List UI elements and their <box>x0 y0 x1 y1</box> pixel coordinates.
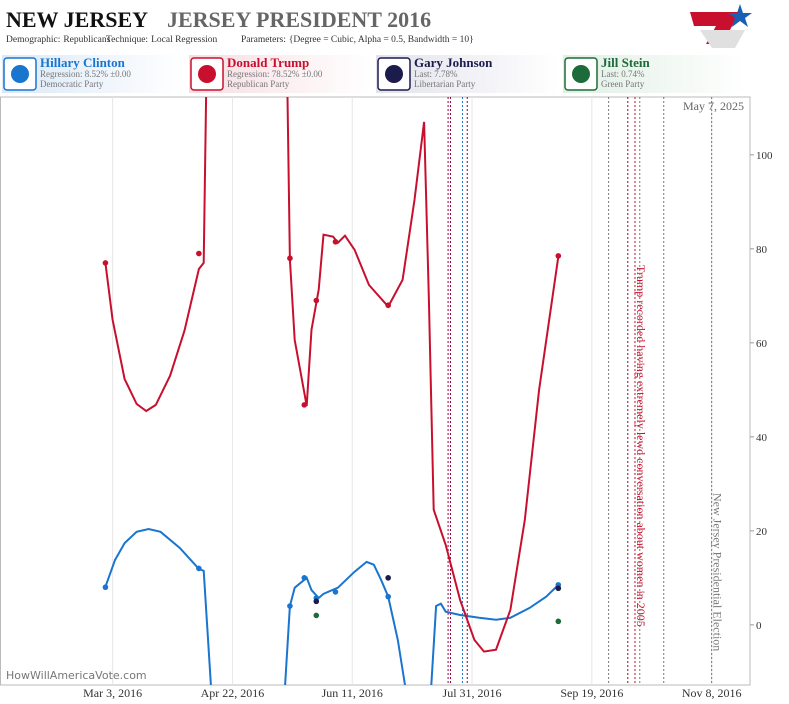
parameter-label: Demographic: <box>6 35 60 45</box>
watermark: HowWillAmericaVote.com <box>6 669 147 682</box>
parameter-value: {Degree = Cubic, Alpha = 0.5, Bandwidth … <box>289 35 474 45</box>
parameter-label: Technique: <box>106 35 148 45</box>
legend-party: Libertarian Party <box>414 79 476 89</box>
poll-point <box>313 598 320 605</box>
logo-stripe <box>700 30 745 48</box>
legend-icon-mark <box>572 65 590 83</box>
poll-point <box>313 297 320 304</box>
poll-point <box>287 255 293 262</box>
legend-icon-mark <box>198 65 216 83</box>
x-tick-label: Sep 19, 2016 <box>560 686 623 700</box>
parameter-value: Republicans <box>63 35 110 45</box>
legend-stat: Last: 0.74% <box>601 69 645 79</box>
parameter: Technique: Local Regression <box>106 35 218 45</box>
x-tick-label: Apr 22, 2016 <box>201 686 265 700</box>
y-tick-label: 60 <box>756 338 768 350</box>
legend-party: Democratic Party <box>40 79 104 89</box>
race-title: JERSEY PRESIDENT 2016 <box>167 7 431 32</box>
poll-point <box>313 612 320 619</box>
y-tick-label: 0 <box>756 620 762 632</box>
legend-icon-mark <box>385 65 403 83</box>
poll-point <box>332 238 339 245</box>
x-tick-label: Jun 11, 2016 <box>322 686 383 700</box>
parameter: Demographic: Republicans <box>6 35 111 45</box>
legend-name: Jill Stein <box>601 55 651 70</box>
poll-point <box>555 618 562 625</box>
poll-point <box>385 593 391 600</box>
legend-name: Gary Johnson <box>414 55 493 70</box>
parameter-value: Local Regression <box>151 35 217 45</box>
poll-point <box>332 589 339 595</box>
x-tick-label: Jul 31, 2016 <box>443 686 502 700</box>
legend-party: Green Party <box>601 79 645 89</box>
legend-stat: Last: 7.78% <box>414 69 458 79</box>
legend-stat: Regression: 8.52% ±0.00 <box>40 69 131 79</box>
legend-icon-mark <box>11 65 29 83</box>
poll-point <box>196 565 202 572</box>
poll-point <box>385 575 391 581</box>
y-tick-label: 80 <box>756 244 768 256</box>
state-title: NEW JERSEY <box>6 7 148 32</box>
poll-point <box>102 260 109 266</box>
event-label: New Jersey Presidential Election <box>711 493 725 651</box>
legend-name: Donald Trump <box>227 55 309 70</box>
y-tick-label: 100 <box>756 150 773 162</box>
poll-point <box>196 250 202 257</box>
x-tick-label: Nov 8, 2016 <box>682 686 742 700</box>
poll-point <box>301 575 308 581</box>
poll-point <box>287 603 293 609</box>
legend-stat: Regression: 78.52% ±0.00 <box>227 69 323 79</box>
poll-point <box>102 584 109 591</box>
poll-point <box>301 402 308 408</box>
series-line <box>104 527 559 685</box>
parameter-label: Parameters: <box>241 35 286 45</box>
event-label: Trump recorded having extremely lewd con… <box>634 265 648 627</box>
legend-name: Hillary Clinton <box>40 55 126 70</box>
y-tick-label: 40 <box>756 432 768 444</box>
series-line <box>104 97 560 653</box>
poll-point <box>555 253 562 259</box>
legend-party: Republican Party <box>227 79 290 89</box>
poll-point <box>385 302 391 309</box>
x-tick-label: Mar 3, 2016 <box>83 686 142 700</box>
date-stamp: May 7, 2025 <box>683 99 744 113</box>
poll-point <box>555 585 562 592</box>
logo-stripe <box>690 12 740 44</box>
logo-star <box>728 4 752 27</box>
parameter: Parameters: {Degree = Cubic, Alpha = 0.5,… <box>241 35 474 45</box>
plot-frame <box>0 96 751 686</box>
y-tick-label: 20 <box>756 526 768 538</box>
logo <box>690 4 752 48</box>
